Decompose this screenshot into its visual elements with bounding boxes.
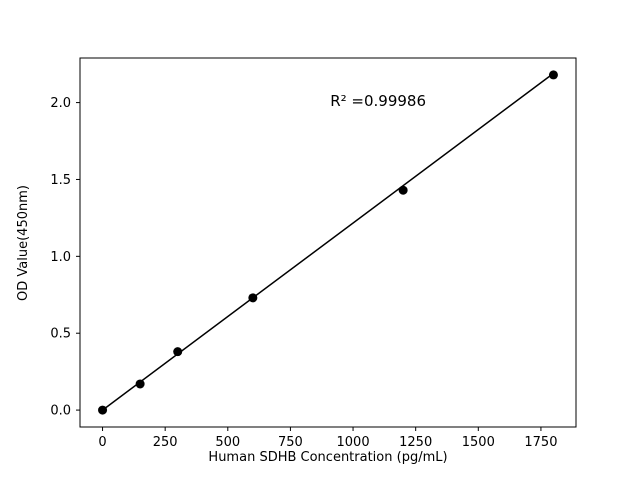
regression-line — [102, 72, 554, 411]
y-tick-label: 0.0 — [50, 404, 71, 419]
data-point — [98, 405, 108, 415]
x-axis-ticks: 0 250 500 750 1000 1250 1500 1750 — [98, 427, 557, 450]
y-tick-label: 1.0 — [50, 250, 71, 265]
y-tick-label: 1.5 — [50, 173, 71, 188]
data-point — [398, 185, 408, 195]
data-point — [548, 70, 558, 80]
x-tick-label: 0 — [98, 435, 106, 450]
data-point — [248, 293, 258, 303]
x-tick-label: 1000 — [337, 435, 370, 450]
x-tick-label: 1750 — [524, 435, 557, 450]
data-point — [135, 379, 145, 389]
data-point-series — [98, 70, 558, 415]
plot-area-frame — [79, 57, 577, 428]
y-tick-label: 2.0 — [50, 96, 71, 111]
data-point — [173, 347, 183, 357]
x-tick-label: 1500 — [462, 435, 495, 450]
y-axis-ticks: 0.0 0.5 1.0 1.5 2.0 — [50, 96, 80, 419]
y-tick-label: 0.5 — [50, 327, 71, 342]
x-axis-label: Human SDHB Concentration (pg/mL) — [208, 450, 447, 465]
x-tick-label: 250 — [153, 435, 178, 450]
y-axis-label: OD Value(450nm) — [16, 185, 31, 301]
x-tick-label: 750 — [278, 435, 303, 450]
x-tick-label: 1250 — [399, 435, 432, 450]
r-squared-annotation: R² =0.99986 — [330, 92, 426, 110]
x-tick-label: 500 — [215, 435, 240, 450]
